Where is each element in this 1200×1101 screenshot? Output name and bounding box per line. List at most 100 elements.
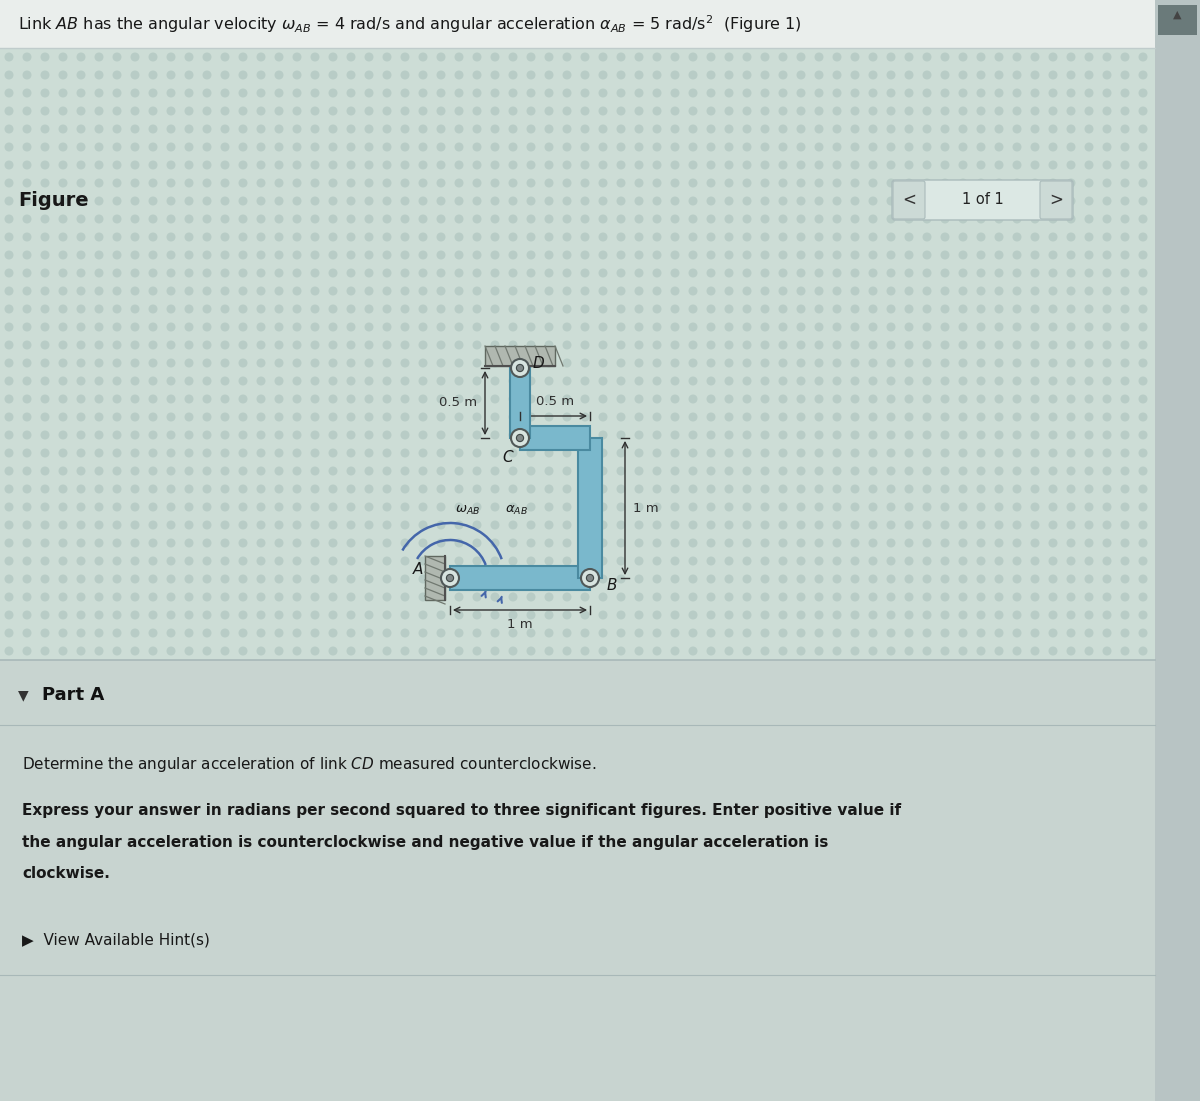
Circle shape [671, 1006, 679, 1015]
Circle shape [311, 124, 319, 133]
Circle shape [23, 161, 31, 170]
Circle shape [311, 646, 319, 655]
Circle shape [887, 124, 895, 133]
Circle shape [833, 646, 841, 655]
Circle shape [707, 467, 715, 476]
Circle shape [887, 286, 895, 295]
Circle shape [869, 1043, 877, 1051]
Circle shape [113, 502, 121, 512]
Circle shape [5, 430, 13, 439]
Circle shape [221, 340, 229, 349]
Circle shape [779, 862, 787, 872]
Circle shape [527, 827, 535, 836]
Circle shape [1085, 215, 1093, 224]
Circle shape [275, 827, 283, 836]
Circle shape [671, 808, 679, 818]
Circle shape [203, 1043, 211, 1051]
Circle shape [41, 53, 49, 62]
Circle shape [869, 700, 877, 709]
Circle shape [851, 881, 859, 890]
Circle shape [905, 773, 913, 782]
Circle shape [239, 196, 247, 206]
Circle shape [437, 1006, 445, 1015]
Circle shape [887, 340, 895, 349]
Circle shape [599, 359, 607, 368]
Circle shape [1139, 1006, 1147, 1015]
Circle shape [959, 161, 967, 170]
Circle shape [509, 377, 517, 385]
Circle shape [149, 1060, 157, 1069]
Circle shape [59, 502, 67, 512]
Circle shape [725, 700, 733, 709]
Circle shape [833, 808, 841, 818]
Circle shape [383, 629, 391, 637]
Circle shape [527, 862, 535, 872]
Circle shape [275, 844, 283, 853]
Circle shape [1121, 916, 1129, 926]
Circle shape [977, 394, 985, 403]
Circle shape [527, 592, 535, 601]
Circle shape [347, 178, 355, 187]
Circle shape [905, 124, 913, 133]
Circle shape [959, 737, 967, 745]
Circle shape [509, 646, 517, 655]
Circle shape [707, 1006, 715, 1015]
Circle shape [77, 719, 85, 728]
Circle shape [59, 196, 67, 206]
Circle shape [545, 502, 553, 512]
Circle shape [959, 1060, 967, 1069]
Circle shape [221, 323, 229, 331]
Circle shape [311, 359, 319, 368]
Circle shape [833, 142, 841, 152]
Circle shape [1103, 161, 1111, 170]
Circle shape [527, 754, 535, 763]
Circle shape [671, 413, 679, 422]
Circle shape [509, 844, 517, 853]
Circle shape [941, 70, 949, 79]
Circle shape [329, 808, 337, 818]
Circle shape [23, 791, 31, 799]
Circle shape [941, 1060, 949, 1069]
Circle shape [707, 448, 715, 458]
Circle shape [797, 377, 805, 385]
Circle shape [509, 305, 517, 314]
Circle shape [761, 773, 769, 782]
Circle shape [635, 1079, 643, 1088]
Circle shape [887, 827, 895, 836]
Circle shape [131, 53, 139, 62]
Circle shape [131, 359, 139, 368]
Circle shape [689, 773, 697, 782]
Circle shape [509, 196, 517, 206]
Circle shape [1067, 1043, 1075, 1051]
Circle shape [329, 827, 337, 836]
Circle shape [995, 178, 1003, 187]
Circle shape [23, 359, 31, 368]
Circle shape [797, 88, 805, 98]
Circle shape [1103, 754, 1111, 763]
Circle shape [491, 719, 499, 728]
Circle shape [995, 413, 1003, 422]
Circle shape [41, 521, 49, 530]
Circle shape [905, 142, 913, 152]
Circle shape [1013, 719, 1021, 728]
Circle shape [545, 862, 553, 872]
Circle shape [527, 1043, 535, 1051]
Circle shape [743, 970, 751, 980]
Circle shape [221, 484, 229, 493]
Circle shape [329, 737, 337, 745]
Circle shape [437, 646, 445, 655]
Circle shape [689, 377, 697, 385]
Circle shape [1031, 502, 1039, 512]
Bar [1158, 6, 1198, 35]
Circle shape [779, 448, 787, 458]
Circle shape [743, 575, 751, 584]
Circle shape [887, 1079, 895, 1088]
Circle shape [329, 1043, 337, 1051]
Circle shape [203, 989, 211, 998]
Circle shape [77, 1025, 85, 1034]
Circle shape [689, 844, 697, 853]
Circle shape [635, 719, 643, 728]
Circle shape [1103, 502, 1111, 512]
Circle shape [455, 970, 463, 980]
Circle shape [905, 305, 913, 314]
